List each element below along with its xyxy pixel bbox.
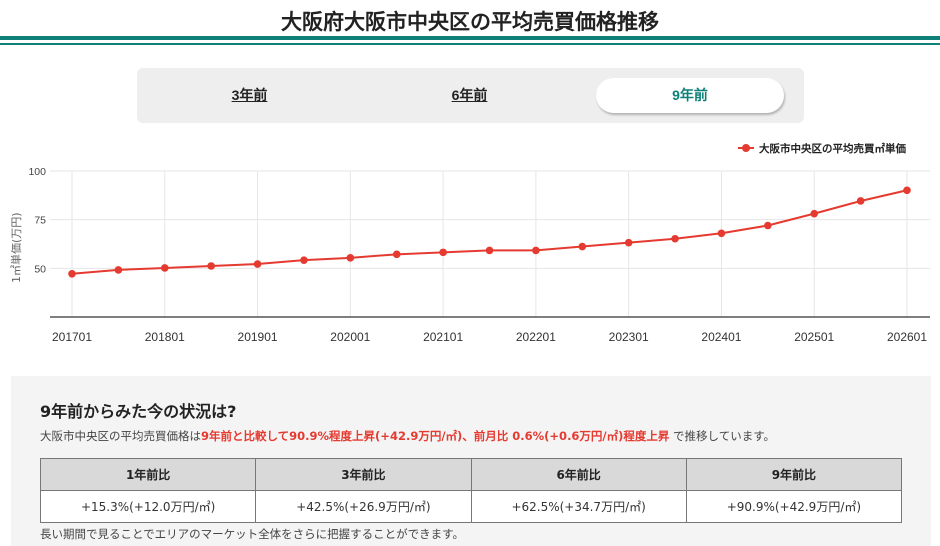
- y-tick-label: 100: [28, 166, 46, 178]
- summary-title: 9年前からみた今の状況は?: [40, 402, 237, 421]
- x-tick-label: 202301: [609, 330, 649, 344]
- data-point: [810, 209, 819, 218]
- data-point: [485, 246, 494, 255]
- price-trend-chart: 50 75 100 201701 201801 201901 202001 202101 202…: [0, 160, 940, 350]
- data-point: [671, 234, 679, 243]
- x-tick-label: 202001: [330, 330, 370, 344]
- legend-label: 大阪市中央区の平均売買㎡単価: [759, 142, 906, 155]
- data-point: [300, 256, 308, 264]
- table-header-row: 1年前比 3年前比 6年前比 9年前比: [39, 458, 903, 491]
- table-header-9yr: 9年前比: [685, 458, 903, 491]
- period-tab-bar: 3年前 6年前 9年前: [137, 68, 804, 123]
- table-header-3yr: 3年前比: [255, 458, 472, 491]
- x-tick-label: 201701: [52, 330, 92, 344]
- legend-line-marker-icon: [738, 143, 754, 153]
- data-point: [439, 248, 447, 257]
- page-title: 大阪府大阪市中央区の平均売買価格推移: [281, 11, 659, 34]
- data-point: [392, 250, 401, 259]
- table-header-1yr: 1年前比: [39, 458, 257, 491]
- table-cell-1yr: +15.3%(+12.0万円/㎡): [39, 490, 257, 523]
- x-tick-label: 202401: [701, 330, 741, 344]
- comparison-table: 1年前比 3年前比 6年前比 9年前比 +15.3%(+12.0万円/㎡) +4…: [39, 458, 903, 523]
- table-cell-9yr: +90.9%(+42.9万円/㎡): [685, 490, 903, 523]
- x-tick-label: 202501: [794, 330, 834, 344]
- data-point: [68, 269, 76, 278]
- data-point: [624, 238, 633, 247]
- data-point: [717, 229, 726, 238]
- data-point: [856, 197, 865, 205]
- x-tick-label: 202201: [516, 330, 556, 344]
- data-point: [532, 246, 540, 255]
- data-point: [114, 266, 123, 274]
- summary-text-suffix: で推移しています。: [669, 429, 776, 443]
- tab-3-years[interactable]: 3年前: [147, 78, 352, 113]
- series-line: [71, 189, 908, 275]
- x-tick-label: 202101: [423, 330, 463, 344]
- data-point: [578, 242, 587, 251]
- summary-text-highlight: 9年前と比較して90.9%程度上昇(+42.9万円/㎡)、前月比 0.6%(+0…: [201, 429, 670, 443]
- table-header-6yr: 6年前比: [470, 458, 687, 491]
- summary-description: 大阪市中央区の平均売買価格は9年前と比較して90.9%程度上昇(+42.9万円/…: [40, 428, 775, 444]
- tab-9-years[interactable]: 9年前: [596, 78, 784, 113]
- table-cell-6yr: +62.5%(+34.7万円/㎡): [470, 490, 687, 523]
- y-axis-title: 1㎡単価(万円): [10, 212, 23, 283]
- line-chart-plot: 50 75 100 201701 201801 201901 202001 202101 202…: [28, 166, 930, 344]
- data-point: [903, 186, 911, 195]
- x-tick-label: 202601: [887, 330, 927, 344]
- x-tick-label: 201901: [238, 330, 278, 344]
- x-tick-label: 201801: [145, 330, 185, 344]
- title-divider-thick: [0, 36, 940, 40]
- summary-text-prefix: 大阪市中央区の平均売買価格は: [40, 429, 201, 443]
- tab-6-years-label: 6年前: [451, 87, 488, 103]
- chart-legend[interactable]: 大阪市中央区の平均売買㎡単価: [738, 141, 906, 155]
- data-point: [253, 260, 262, 268]
- y-tick-label: 75: [34, 215, 46, 227]
- tab-9-years-label: 9年前: [672, 87, 708, 103]
- title-divider-thin: [0, 43, 940, 45]
- table-row: +15.3%(+12.0万円/㎡) +42.5%(+26.9万円/㎡) +62.…: [39, 490, 903, 523]
- tab-6-years[interactable]: 6年前: [367, 78, 572, 113]
- summary-footnote: 長い期間で見ることでエリアのマーケット全体をさらに把握することができます。: [40, 527, 465, 541]
- data-point: [764, 221, 772, 230]
- y-tick-label: 50: [34, 263, 46, 275]
- data-point: [346, 254, 355, 262]
- table-cell-3yr: +42.5%(+26.9万円/㎡): [255, 490, 472, 523]
- tab-3-years-label: 3年前: [231, 87, 268, 103]
- data-point: [207, 262, 215, 270]
- data-point: [160, 264, 169, 272]
- summary-panel: 9年前からみた今の状況は? 大阪市中央区の平均売買価格は9年前と比較して90.9…: [11, 376, 931, 546]
